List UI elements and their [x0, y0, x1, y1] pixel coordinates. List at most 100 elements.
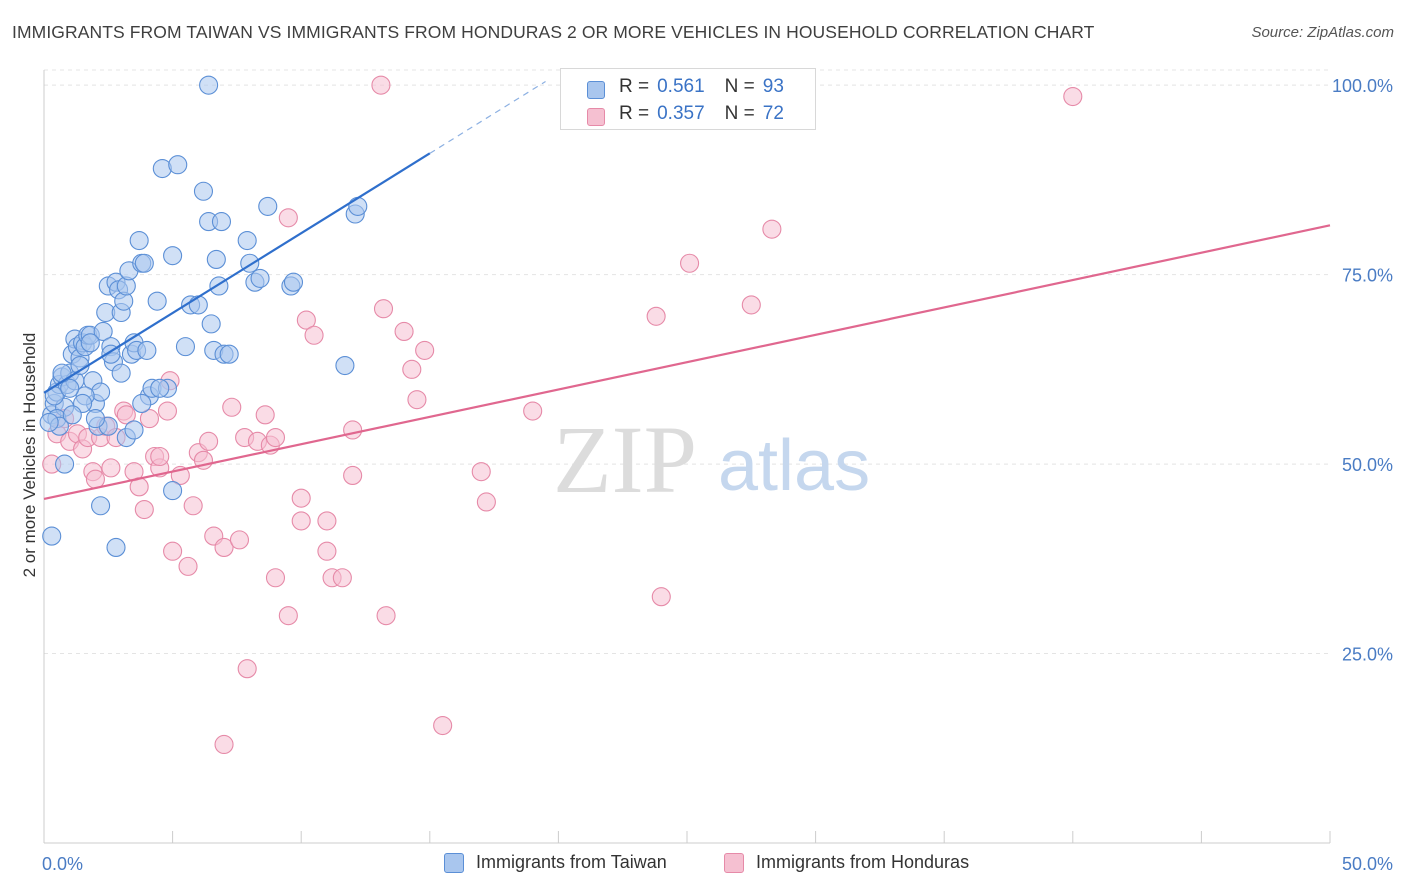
- honduras-point: [134, 499, 154, 520]
- taiwan-point: [42, 526, 62, 546]
- taiwan-trend-line: [43, 152, 431, 394]
- honduras-n-value: 72: [762, 103, 784, 124]
- taiwan-point: [129, 230, 149, 251]
- taiwan-point: [250, 268, 270, 288]
- legend-row-taiwan: R = 0.561 N = 93: [587, 75, 784, 99]
- honduras-point: [373, 299, 394, 319]
- taiwan-point: [348, 196, 368, 216]
- honduras-point: [157, 401, 178, 421]
- honduras-point: [222, 397, 242, 417]
- taiwan-legend-label: Immigrants from Taiwan: [476, 852, 667, 872]
- taiwan-points: [39, 75, 368, 557]
- taiwan-point: [283, 272, 304, 292]
- taiwan-n-value: 93: [762, 76, 784, 97]
- honduras-point: [178, 556, 198, 576]
- honduras-point: [680, 253, 700, 273]
- honduras-point: [101, 458, 121, 478]
- taiwan-point: [147, 291, 167, 311]
- honduras-point: [471, 462, 491, 482]
- taiwan-point: [206, 249, 226, 270]
- honduras-point: [163, 541, 183, 561]
- honduras-point: [229, 530, 250, 550]
- taiwan-point: [163, 246, 183, 266]
- honduras-point: [646, 306, 666, 326]
- taiwan-point: [39, 412, 59, 432]
- taiwan-r-label: R =: [619, 76, 650, 97]
- honduras-point: [214, 734, 234, 755]
- taiwan-point: [219, 344, 239, 364]
- honduras-point: [237, 659, 257, 679]
- taiwan-r-value: 0.561: [657, 76, 705, 97]
- honduras-point: [291, 511, 311, 531]
- honduras-point: [255, 405, 275, 425]
- honduras-n-label: N =: [724, 103, 755, 124]
- honduras-swatch: [587, 108, 605, 126]
- taiwan-swatch: [587, 81, 605, 99]
- taiwan-point: [132, 393, 152, 414]
- stats-legend: R = 0.561 N = 93 R = 0.357 N = 72: [560, 68, 816, 130]
- chart-title: IMMIGRANTS FROM TAIWAN VS IMMIGRANTS FRO…: [12, 22, 1095, 42]
- taiwan-point: [134, 253, 154, 273]
- taiwan-point: [106, 537, 126, 557]
- honduras-point: [433, 715, 453, 736]
- taiwan-trend-extension: [429, 81, 546, 154]
- taiwan-point: [163, 481, 183, 501]
- taiwan-point: [55, 454, 75, 474]
- taiwan-legend-swatch: [444, 852, 464, 873]
- taiwan-point: [150, 378, 170, 398]
- honduras-legend-label: Immigrants from Honduras: [756, 852, 970, 872]
- taiwan-point: [168, 155, 188, 175]
- honduras-points: [42, 75, 1083, 755]
- honduras-legend-swatch: [724, 852, 744, 873]
- legend-row-honduras: R = 0.357 N = 72: [587, 102, 784, 126]
- taiwan-point: [62, 405, 82, 425]
- taiwan-n-label: N =: [724, 76, 755, 97]
- taiwan-point: [201, 314, 221, 334]
- honduras-point: [651, 587, 671, 607]
- legend-item-honduras[interactable]: Immigrants from Honduras: [724, 852, 969, 873]
- honduras-point: [199, 431, 219, 451]
- tick-labels: 25.0% 50.0% 75.0% 100.0% 0.0% 50.0%: [42, 76, 1393, 874]
- taiwan-point: [91, 496, 111, 516]
- taiwan-point: [258, 196, 278, 216]
- honduras-point: [183, 496, 203, 516]
- y-tick-label: 50.0%: [1342, 455, 1393, 475]
- honduras-point: [476, 492, 496, 512]
- taiwan-point: [52, 363, 72, 383]
- honduras-point: [317, 541, 337, 561]
- honduras-point: [265, 568, 286, 588]
- taiwan-point: [175, 337, 196, 357]
- taiwan-point: [237, 230, 257, 251]
- honduras-point: [265, 428, 286, 448]
- taiwan-point: [111, 363, 131, 383]
- honduras-point: [317, 511, 337, 531]
- honduras-point: [1063, 86, 1083, 107]
- honduras-point: [762, 219, 782, 239]
- honduras-r-label: R =: [619, 103, 650, 124]
- taiwan-point: [60, 378, 80, 398]
- x-tick-label-max: 50.0%: [1342, 854, 1393, 874]
- legend-item-taiwan[interactable]: Immigrants from Taiwan: [444, 852, 667, 873]
- honduras-point: [523, 401, 543, 421]
- honduras-point: [407, 390, 427, 410]
- taiwan-point: [85, 409, 105, 429]
- honduras-point: [332, 568, 352, 588]
- chart-source: Source: ZipAtlas.com: [1251, 24, 1394, 41]
- honduras-point: [296, 310, 316, 330]
- taiwan-point: [124, 420, 144, 440]
- honduras-point: [741, 295, 761, 315]
- honduras-point: [291, 488, 311, 508]
- honduras-trend-line: [43, 224, 1331, 501]
- honduras-point: [278, 208, 298, 228]
- honduras-point: [214, 537, 234, 557]
- y-tick-label: 25.0%: [1342, 645, 1393, 665]
- honduras-point: [150, 446, 170, 467]
- honduras-point: [278, 606, 298, 626]
- y-axis-label: 2 or more Vehicles in Household: [20, 333, 39, 578]
- taiwan-point: [211, 212, 232, 232]
- taiwan-point: [137, 340, 157, 360]
- honduras-point: [394, 321, 414, 342]
- series-legend: Immigrants from Taiwan Immigrants from H…: [0, 852, 1406, 878]
- trend-lines: [43, 81, 1331, 501]
